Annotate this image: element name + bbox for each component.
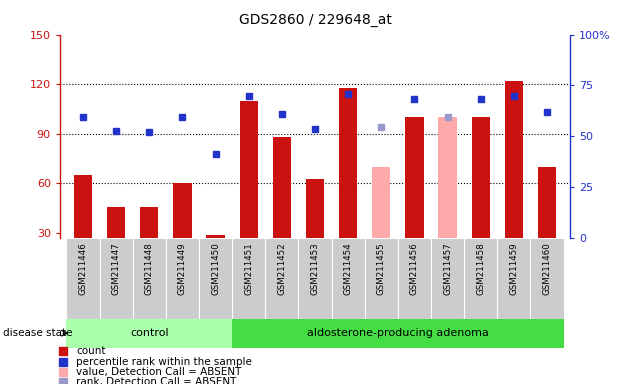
Bar (431, 238, 464, 319)
Text: GSM211455: GSM211455 (377, 242, 386, 295)
Bar (505, 81, 523, 238)
Text: GSM211453: GSM211453 (311, 242, 319, 295)
Bar (232, 238, 265, 319)
Bar (538, 167, 556, 238)
Bar (464, 238, 497, 319)
Text: GSM211449: GSM211449 (178, 242, 187, 295)
Text: GSM211459: GSM211459 (509, 242, 518, 295)
Bar (398, 238, 431, 319)
Text: GSM211451: GSM211451 (244, 242, 253, 295)
Text: value, Detection Call = ABSENT: value, Detection Call = ABSENT (76, 367, 241, 377)
Bar (339, 88, 357, 238)
Bar (67, 238, 100, 319)
Bar (273, 137, 291, 238)
Bar (107, 207, 125, 238)
Bar (67, 319, 232, 348)
Bar (207, 235, 225, 238)
Bar (265, 238, 299, 319)
Bar (472, 117, 490, 238)
Bar (232, 319, 563, 348)
Text: GDS2860 / 229648_at: GDS2860 / 229648_at (239, 13, 391, 27)
Bar (530, 238, 563, 319)
Text: GSM211447: GSM211447 (112, 242, 121, 295)
Bar (372, 167, 391, 238)
Bar (438, 117, 457, 238)
Bar (365, 238, 398, 319)
Bar (405, 117, 423, 238)
Bar (100, 238, 133, 319)
Bar (306, 179, 324, 238)
Bar (331, 238, 365, 319)
Bar (140, 207, 158, 238)
Bar (497, 238, 530, 319)
Bar (74, 175, 92, 238)
Bar (239, 101, 258, 238)
Text: percentile rank within the sample: percentile rank within the sample (76, 356, 252, 367)
Text: disease state: disease state (3, 328, 72, 338)
Bar (299, 238, 331, 319)
Text: GSM211454: GSM211454 (343, 242, 353, 295)
Text: rank, Detection Call = ABSENT: rank, Detection Call = ABSENT (76, 377, 236, 384)
Text: aldosterone-producing adenoma: aldosterone-producing adenoma (307, 328, 489, 338)
Bar (173, 184, 192, 238)
Text: GSM211460: GSM211460 (542, 242, 551, 295)
Bar (133, 238, 166, 319)
Text: control: control (130, 328, 169, 338)
Text: GSM211457: GSM211457 (443, 242, 452, 295)
Text: count: count (76, 346, 105, 356)
Text: GSM211450: GSM211450 (211, 242, 220, 295)
Text: GSM211452: GSM211452 (277, 242, 287, 295)
Bar (199, 238, 232, 319)
Text: GSM211446: GSM211446 (79, 242, 88, 295)
Text: GSM211458: GSM211458 (476, 242, 485, 295)
Text: GSM211456: GSM211456 (410, 242, 419, 295)
Text: GSM211448: GSM211448 (145, 242, 154, 295)
Bar (166, 238, 199, 319)
